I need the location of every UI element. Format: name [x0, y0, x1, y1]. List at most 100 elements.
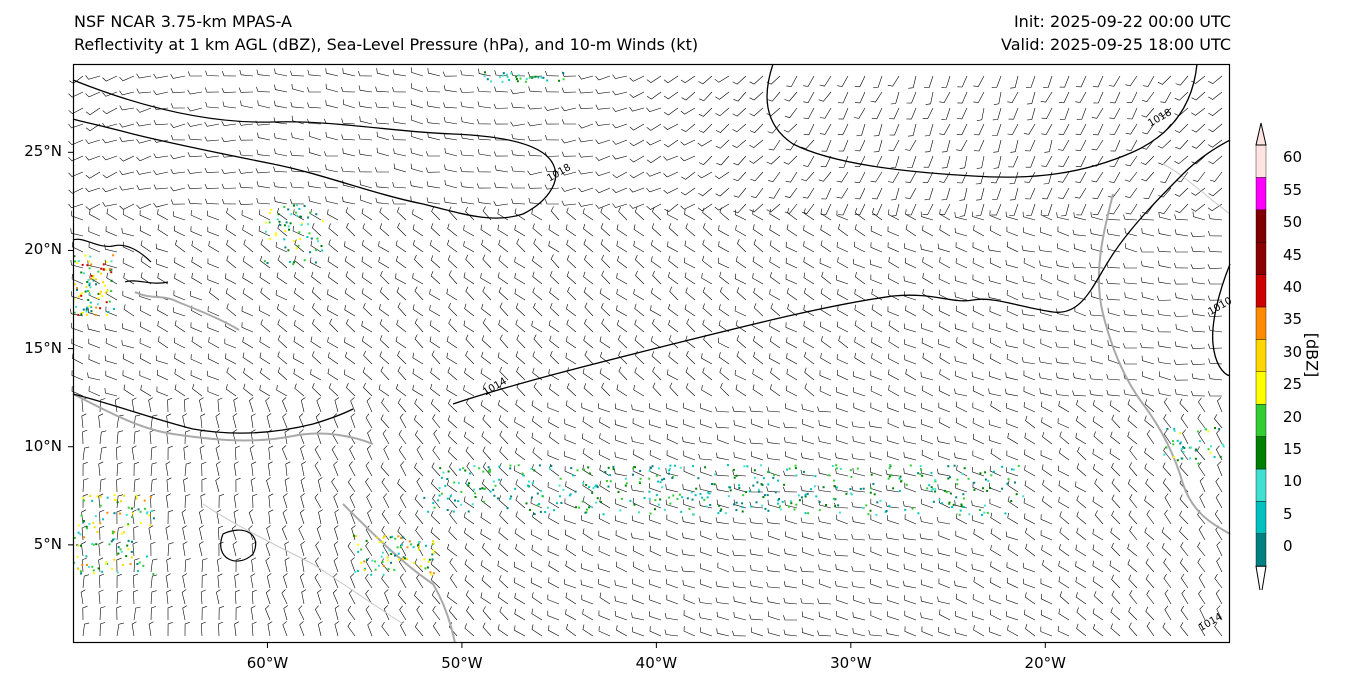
wind-barb: [1076, 527, 1087, 541]
wind-barb: [341, 134, 356, 141]
reflectivity-pixel: [404, 557, 406, 560]
wind-barb: [87, 324, 101, 333]
reflectivity-pixel: [1188, 446, 1191, 449]
wind-barb: [359, 116, 373, 125]
wind-barb: [1055, 325, 1070, 333]
reflectivity-pixel: [943, 489, 946, 492]
reflectivity-pixel: [354, 535, 357, 538]
wind-barb: [363, 302, 373, 317]
wind-barb: [382, 429, 390, 445]
wind-barb: [1076, 415, 1087, 429]
wind-barb: [184, 462, 191, 477]
wind-barb: [412, 384, 424, 397]
wind-barb: [801, 611, 815, 621]
wind-barb: [1214, 622, 1223, 637]
wind-barb: [612, 154, 628, 160]
wind-barb: [682, 516, 696, 525]
wind-barb: [281, 525, 288, 541]
wind-barb: [698, 187, 713, 197]
wind-barb: [1123, 389, 1138, 397]
wind-barb: [414, 398, 424, 413]
wind-barb: [1179, 494, 1189, 509]
wind-barb: [366, 445, 373, 461]
wind-barb: [426, 86, 441, 93]
wind-barb: [1129, 494, 1138, 509]
wind-barb: [448, 526, 458, 541]
wind-barb: [785, 403, 798, 413]
reflectivity-pixel: [410, 543, 413, 546]
wind-barb: [276, 385, 288, 397]
reflectivity-pixel: [538, 503, 541, 505]
wind-barb: [888, 385, 900, 397]
wind-barb: [1007, 91, 1019, 103]
wind-barb: [1006, 241, 1019, 253]
wind-barb: [685, 383, 696, 397]
wind-barb: [1174, 341, 1189, 349]
wind-barb: [1173, 359, 1189, 365]
wind-barb: [250, 477, 256, 493]
wind-barb: [992, 187, 1002, 200]
wind-barb: [281, 589, 288, 605]
wind-barb: [1041, 123, 1053, 135]
wind-barb: [649, 403, 662, 413]
reflectivity-pixel: [834, 505, 837, 508]
wind-barb: [649, 626, 662, 637]
wind-barb: [463, 225, 475, 237]
reflectivity-pixel: [544, 511, 547, 513]
wind-barb: [1058, 544, 1070, 557]
wind-barb: [499, 430, 509, 445]
wind-barb: [752, 209, 764, 221]
reflectivity-pixel: [818, 501, 821, 503]
wind-barb: [987, 245, 1002, 253]
reflectivity-pixel: [266, 262, 269, 264]
wind-barb: [699, 500, 713, 509]
wind-barb: [1144, 527, 1155, 541]
wind-barb: [1074, 187, 1087, 199]
reflectivity-pixel: [668, 469, 671, 472]
wind-barb: [566, 623, 577, 637]
wind-barb: [344, 241, 356, 253]
reflectivity-pixel: [148, 514, 151, 517]
wind-barb: [1026, 107, 1036, 121]
wind-barb: [381, 574, 390, 589]
wind-barb: [447, 446, 458, 461]
wind-barb: [226, 239, 237, 253]
wind-barb: [1007, 544, 1019, 557]
wind-barb: [398, 445, 407, 461]
wind-barb: [1075, 561, 1087, 573]
wind-barb: [564, 434, 577, 445]
wind-barb: [198, 541, 204, 557]
wind-barb: [260, 239, 271, 253]
reflectivity-pixel: [77, 531, 80, 534]
reflectivity-pixel: [77, 260, 80, 263]
wind-barb: [836, 187, 849, 199]
wind-barb: [449, 462, 458, 477]
wind-barb: [447, 543, 458, 557]
wind-barb: [1191, 203, 1206, 212]
wind-barb: [870, 498, 883, 509]
wind-barb: [1208, 155, 1223, 165]
wind-barb: [248, 509, 254, 525]
wind-barb: [88, 242, 101, 253]
wind-barb: [71, 291, 84, 301]
reflectivity-pixel: [391, 535, 394, 538]
wind-barb: [307, 118, 322, 125]
reflectivity-pixel: [498, 478, 501, 481]
wind-barb: [349, 493, 356, 509]
reflectivity-pixel: [558, 79, 561, 82]
reflectivity-pixel: [92, 543, 95, 546]
wind-barb: [971, 211, 985, 221]
wind-barb: [448, 398, 458, 413]
wind-barb: [1190, 264, 1206, 270]
wind-barb: [443, 102, 458, 109]
wind-barb: [1076, 511, 1087, 525]
wind-barb: [1164, 605, 1172, 621]
reflectivity-pixel: [1182, 446, 1185, 449]
reflectivity-pixel: [949, 476, 951, 479]
reflectivity-pixel: [135, 497, 138, 500]
wind-barb: [646, 123, 662, 131]
wind-barb: [633, 288, 645, 301]
wind-barb: [888, 336, 900, 349]
wind-barb: [514, 592, 526, 605]
wind-barb: [301, 589, 307, 605]
